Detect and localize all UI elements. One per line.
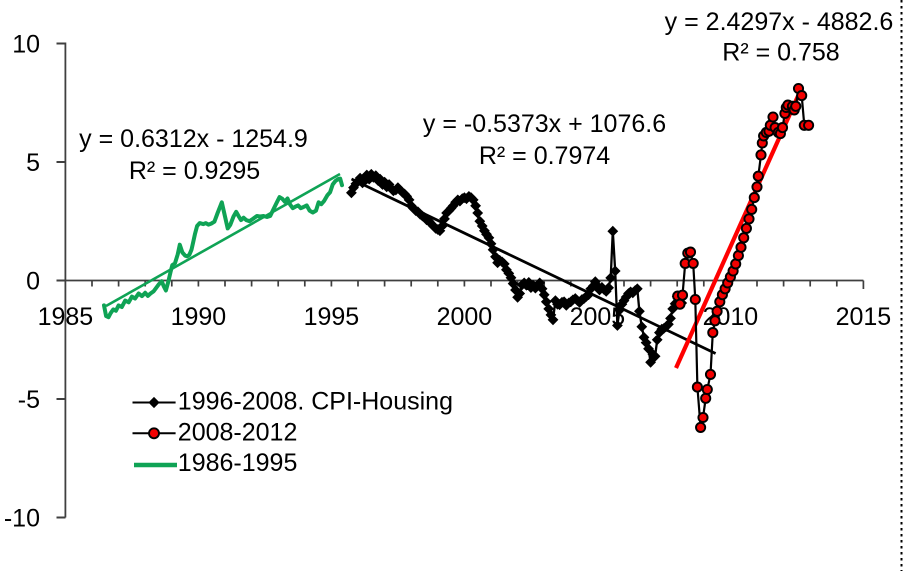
svg-text:2008-2012: 2008-2012 [178,418,298,446]
svg-text:y = -0.5373x + 1076.6: y = -0.5373x + 1076.6 [423,110,666,138]
svg-text:1996-2008. CPI-Housing: 1996-2008. CPI-Housing [178,388,453,416]
svg-text:10: 10 [12,31,40,59]
svg-text:R² = 0.758: R² = 0.758 [722,38,839,66]
svg-text:y = 2.4297x - 4882.6: y = 2.4297x - 4882.6 [665,8,894,36]
svg-text:2015: 2015 [836,303,892,331]
svg-text:5: 5 [26,149,40,177]
svg-text:R² = 0.9295: R² = 0.9295 [129,157,260,185]
svg-text:R² = 0.7974: R² = 0.7974 [479,142,610,170]
svg-text:1985: 1985 [38,303,94,331]
svg-text:1995: 1995 [304,303,360,331]
svg-text:2010: 2010 [703,303,759,331]
svg-text:y = 0.6312x - 1254.9: y = 0.6312x - 1254.9 [79,125,308,153]
svg-text:-10: -10 [4,505,40,533]
svg-text:-5: -5 [18,386,40,414]
svg-text:2000: 2000 [437,303,493,331]
svg-text:0: 0 [26,268,40,296]
svg-text:1986-1995: 1986-1995 [178,449,298,477]
svg-text:1990: 1990 [171,303,227,331]
